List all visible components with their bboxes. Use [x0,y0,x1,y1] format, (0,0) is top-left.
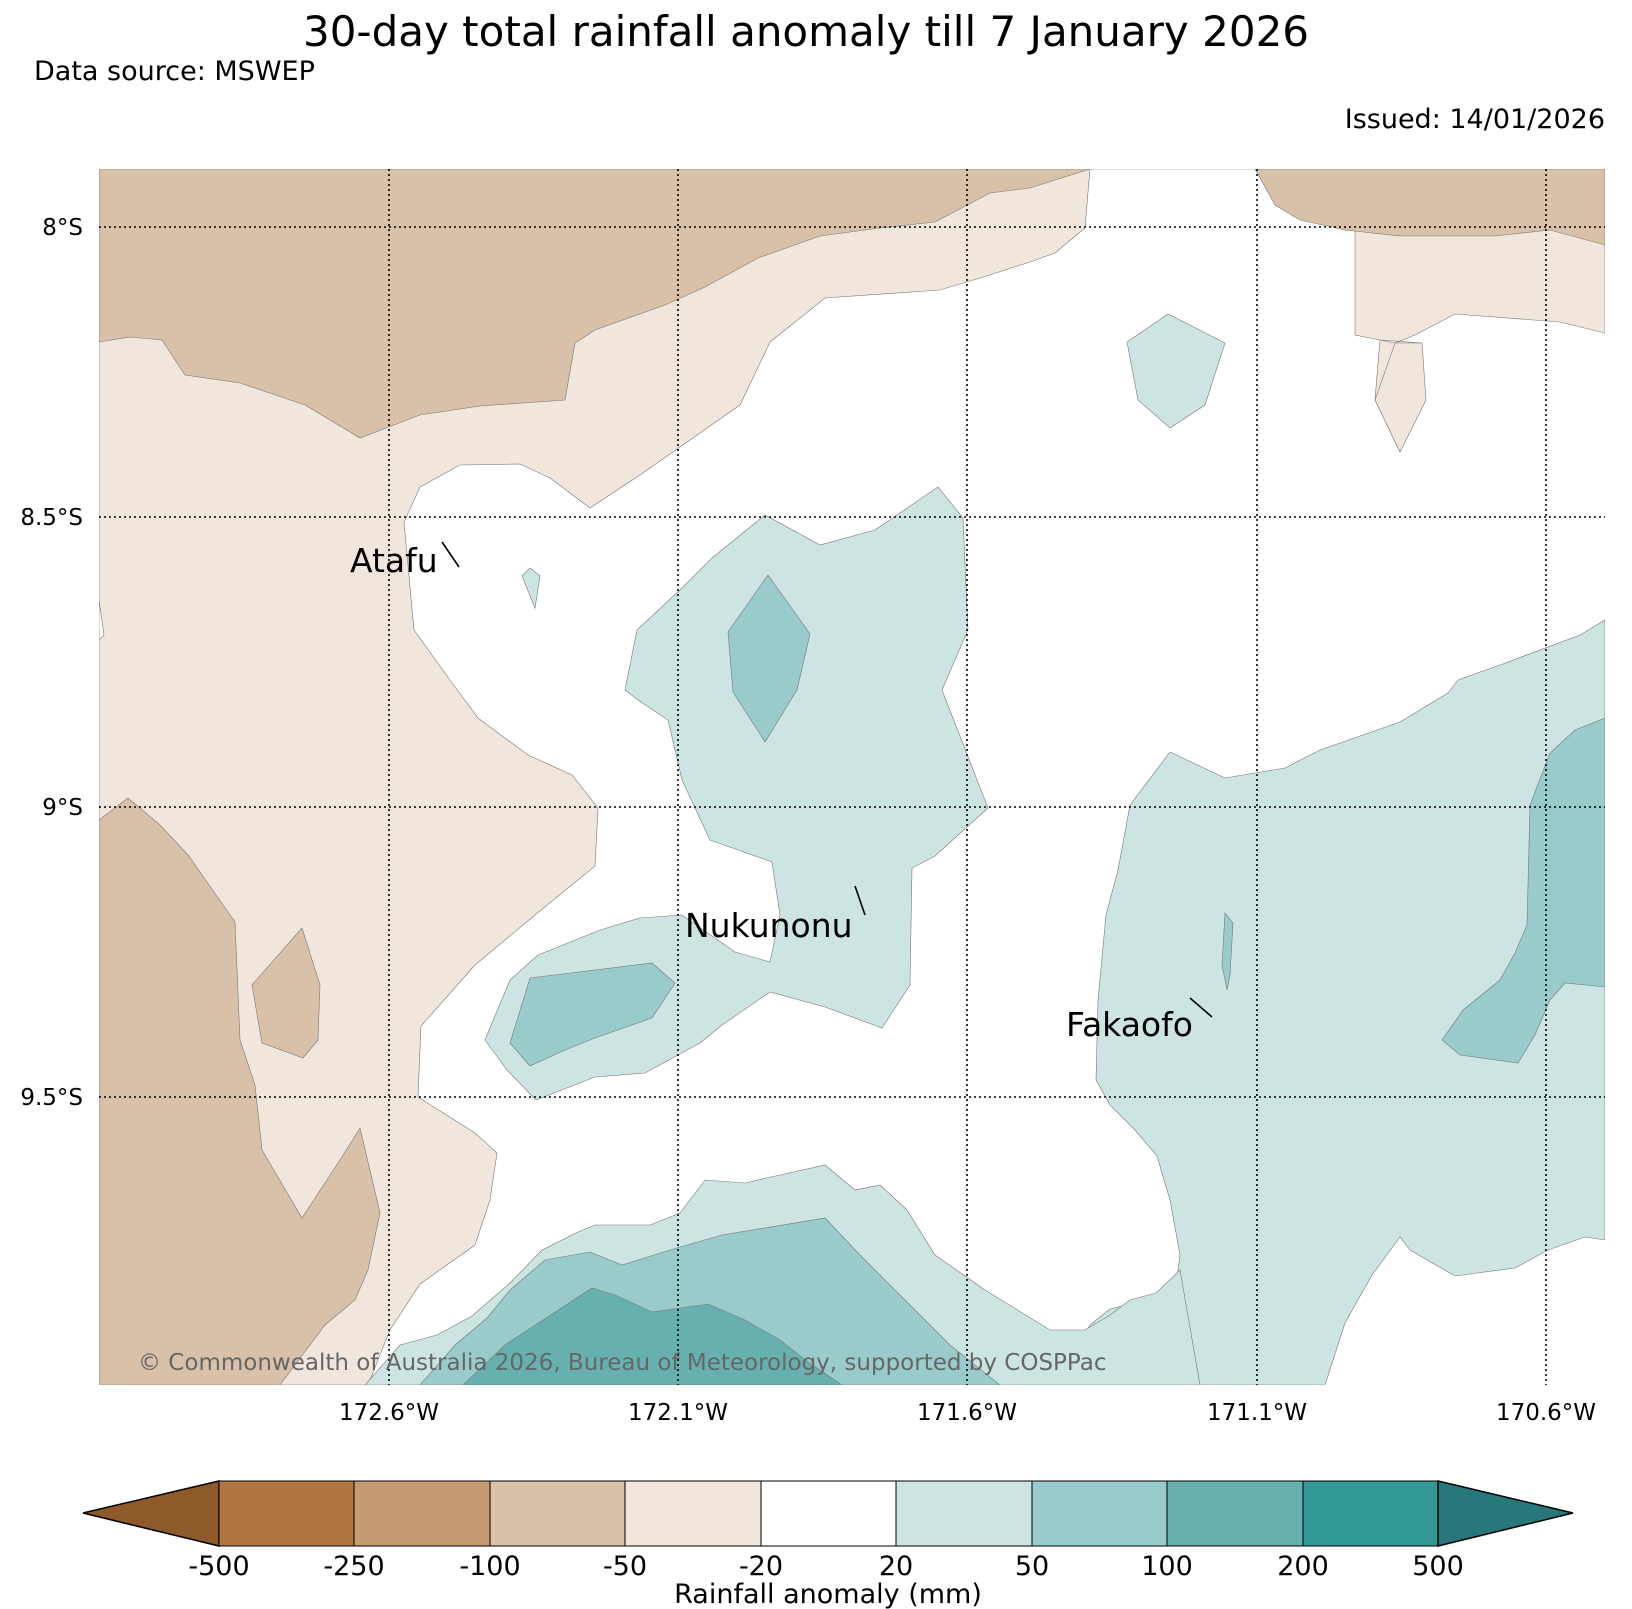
colorbar-tick: -20 [739,1551,783,1582]
colorbar-bin [624,1480,762,1547]
place-label-nukunonu: Nukunonu [685,906,853,945]
map-panel [99,169,1605,1385]
place-labels: Atafu Nukunonu Fakaofo [350,541,1193,1044]
colorbar-tick-labels: -500 -250 -100 -50 -20 20 50 100 200 500 [188,1551,1463,1582]
lon-label: 171.1°W [1207,1400,1307,1426]
colorbar: -500 -250 -100 -50 -20 20 50 100 200 500… [82,1480,1574,1609]
contour-50-100-fakaofo-sliver [1221,912,1234,991]
colorbar-label: Rainfall anomaly (mm) [674,1579,982,1609]
place-markers [441,541,1213,1018]
contour-20-50-nukunonu [484,486,989,1101]
lat-label: 9°S [42,795,83,821]
contour-20-50-north-islet [1126,313,1226,429]
contour-50-100-east [1441,717,1605,1064]
lon-label: 171.6°W [917,1400,1017,1426]
colorbar-tick: 50 [1015,1551,1049,1582]
contour-neg50-neg20-west [99,169,1091,1385]
colorbar-bin [353,1480,491,1547]
nukunonu-marker [854,885,866,916]
contour-neg100-neg50-southwest [99,797,381,1385]
contour-neg100-neg50-north [99,169,1091,439]
lat-label: 8°S [42,215,83,241]
contour-100-200-south [462,1287,843,1385]
colorbar-tick: -100 [459,1551,520,1582]
data-source-label: Data source: MSWEP [34,56,315,87]
colorbar-bin [1302,1480,1439,1547]
colorbar-tick: -250 [323,1551,384,1582]
colorbar-over-triangle [1437,1480,1574,1547]
contour-20-50-atafu-speck [521,567,541,610]
colorbar-tick: 20 [879,1551,913,1582]
place-label-atafu: Atafu [350,541,438,580]
colorbar-tick: 100 [1141,1551,1193,1582]
place-label-fakaofo: Fakaofo [1066,1005,1193,1044]
contour-neg100-neg50-ne [1254,169,1605,246]
colorbar-tick: 200 [1277,1551,1329,1582]
colorbar-bin [489,1480,626,1547]
contour-20-50-east [1064,619,1605,1385]
latitude-labels: 8°S 8.5°S 9°S 9.5°S [20,215,83,1111]
colorbar-bin [218,1480,355,1547]
colorbar-bin [895,1480,1033,1547]
lon-label: 172.1°W [628,1400,728,1426]
colorbar-tick: -50 [603,1551,647,1582]
fakaofo-marker [1189,997,1213,1018]
contour-50-100-lagoon [509,962,676,1067]
atafu-marker [441,541,460,568]
lon-label: 172.6°W [339,1400,439,1426]
lat-label: 8.5°S [20,505,83,531]
contour-neg50-neg20-ne-tip [1374,342,1427,453]
issued-date: Issued: 14/01/2026 [1345,104,1605,135]
figure-title: 30-day total rainfall anomaly till 7 Jan… [303,7,1309,56]
lat-label: 9.5°S [20,1085,83,1111]
contour-edge-west-sliver [99,599,105,641]
colorbar-under-triangle [82,1480,220,1547]
gridlines [99,169,1605,1385]
colorbar-bin [1031,1480,1168,1547]
contour-neg100-neg50-island [251,927,321,1059]
colorbar-tick: -500 [188,1551,249,1582]
lon-label: 170.6°W [1496,1400,1596,1426]
contour-50-100-nukunonu-core [727,574,811,743]
colorbar-bin [760,1480,897,1547]
copyright-notice: © Commonwealth of Australia 2026, Bureau… [138,1350,1107,1376]
colorbar-tick: 500 [1412,1551,1464,1582]
longitude-labels: 172.6°W 172.1°W 171.6°W 171.1°W 170.6°W [339,1400,1596,1426]
colorbar-bin [1166,1480,1304,1547]
